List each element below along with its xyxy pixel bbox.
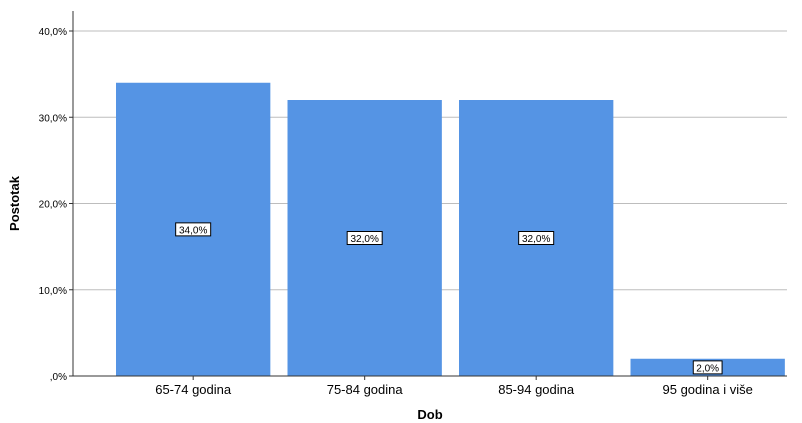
x-tick-labels: 65-74 godina 75-84 godina 85-94 godina 95 g…	[155, 376, 753, 397]
data-label-box	[518, 231, 555, 245]
y-tick-label: 10,0%	[39, 286, 67, 297]
data-label: 32,0%	[350, 234, 378, 245]
x-tick-label: 95 godina i više	[663, 382, 753, 397]
data-label: 2,0%	[696, 363, 719, 374]
y-tick-label: 20,0%	[39, 200, 67, 211]
y-axis-title: Postotak	[7, 175, 22, 231]
y-tick-label: ,0%	[50, 372, 67, 383]
data-label: 32,0%	[522, 234, 550, 245]
data-label-box	[692, 360, 723, 375]
bars	[116, 82, 785, 376]
y-tick-labels: ,0% 10,0% 20,0% 30,0% 40,0%	[39, 27, 73, 383]
axes	[72, 11, 787, 377]
x-tick-label: 65-74 godina	[155, 382, 232, 397]
x-tick-label: 85-94 godina	[498, 382, 575, 397]
x-axis-title: Dob	[417, 407, 442, 422]
y-tick-label: 40,0%	[39, 27, 67, 38]
data-label-box	[175, 222, 212, 237]
data-labels: 34,0% 32,0% 32,0% 2,0%	[175, 222, 723, 375]
y-tick-label: 30,0%	[39, 113, 67, 124]
x-tick-label: 75-84 godina	[327, 382, 404, 397]
data-label: 34,0%	[179, 225, 207, 236]
data-label-box	[346, 231, 383, 245]
